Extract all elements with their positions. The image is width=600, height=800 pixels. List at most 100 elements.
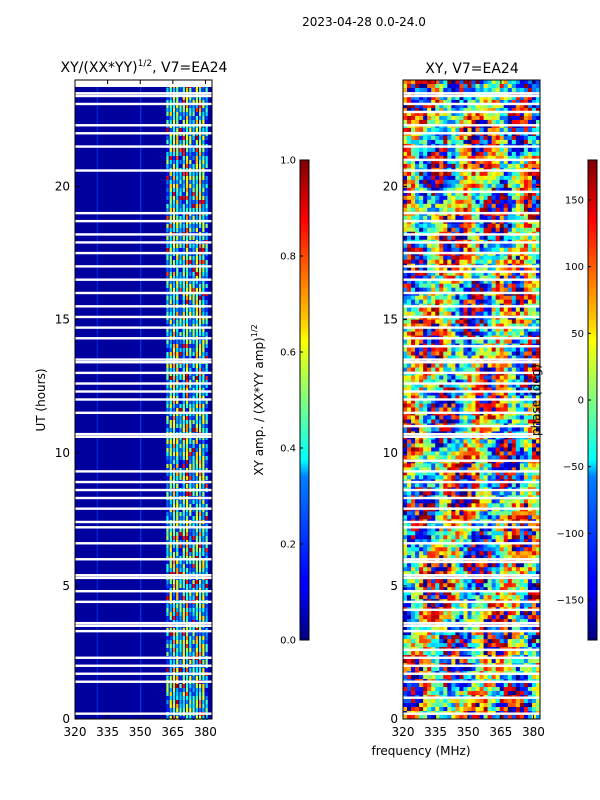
phase-heat-cell [455, 119, 460, 125]
amp-heat-cell [192, 184, 195, 188]
phase-heat-cell [443, 107, 448, 113]
amp-heat-cell [176, 276, 179, 280]
phase-heat-cell [423, 295, 428, 300]
phase-heat-cell [463, 103, 468, 109]
amp-flag-gap [75, 470, 212, 473]
amp-heat-cell [179, 376, 182, 380]
amp-heat-cell [179, 116, 182, 120]
amp-heat-cell [192, 416, 195, 420]
phase-heat-cell [491, 323, 496, 328]
amp-heat-cell [182, 448, 185, 452]
phase-heat-cell [507, 307, 513, 312]
amp-heat-cell [202, 468, 205, 472]
phase-heat-cell [439, 323, 444, 328]
phase-heat-cell [431, 147, 436, 153]
phase-heat-cell [439, 215, 444, 221]
amp-heat-cell [166, 644, 169, 648]
phase-heat-cell [487, 255, 492, 261]
phase-heat-cell [479, 191, 484, 197]
phase-heat-cell [471, 159, 476, 165]
phase-heat-cell [475, 83, 480, 89]
amp-heat-cell [182, 540, 185, 544]
amp-heat-cell [202, 444, 205, 448]
amp-heat-cell [185, 532, 189, 536]
amp-heat-cell [182, 516, 185, 520]
phase-heat-cell [491, 119, 496, 125]
phase-heat-cell [507, 111, 513, 117]
amp-heat-cell [198, 688, 202, 692]
amp-heat-cell [169, 504, 172, 508]
phase-heat-cell [459, 247, 464, 253]
phase-heat-cell [487, 391, 492, 396]
phase-heat-cell [419, 171, 424, 177]
amp-heat-cell [202, 484, 205, 488]
phase-heat-cell [407, 311, 412, 316]
amp-heat-cell [172, 704, 176, 708]
phase-heat-cell [459, 275, 464, 280]
phase-heat-cell [403, 327, 408, 332]
phase-heat-cell [487, 339, 492, 344]
phase-heat-cell [499, 387, 505, 392]
amp-heat-cell [182, 504, 185, 508]
amp-heat-cell [172, 476, 176, 480]
phase-heat-cell [487, 111, 492, 117]
phase-heat-cell [423, 383, 428, 388]
phase-heat-cell [523, 199, 529, 205]
phase-heat-cell [415, 403, 420, 408]
amp-heat-cell [172, 564, 176, 568]
phase-heat-cell [527, 319, 533, 324]
amp-heat-cell [205, 504, 208, 508]
phase-heat-cell [531, 327, 537, 332]
phase-heat-cell [515, 347, 521, 352]
phase-heat-cell [467, 355, 472, 360]
amp-heat-cell [189, 540, 192, 544]
phase-heat-cell [403, 355, 408, 360]
phase-heat-cell [423, 175, 428, 181]
phase-heat-cell [531, 351, 537, 356]
amp-heat-cell [172, 608, 176, 612]
phase-heat-cell [499, 95, 505, 101]
amp-heat-cell [169, 332, 172, 336]
amp-heat-cell [205, 560, 208, 564]
phase-heat-cell [511, 119, 517, 125]
phase-heat-cell [435, 379, 440, 384]
amp-heat-cell [166, 384, 169, 388]
phase-heat-cell [531, 227, 537, 233]
amp-heat-cell [202, 400, 205, 404]
amp-heat-cell [205, 88, 208, 92]
phase-heat-cell [519, 271, 525, 276]
phase-heat-cell [507, 379, 513, 384]
phase-heat-cell [527, 227, 533, 233]
amp-heat-cell [192, 128, 195, 132]
phase-heat-cell [451, 99, 456, 105]
phase-heat-cell [447, 139, 452, 145]
phase-heat-cell [459, 103, 464, 109]
phase-heat-cell [443, 95, 448, 101]
phase-heat-cell [475, 115, 480, 121]
phase-heat-cell [463, 267, 468, 272]
amp-heat-cell [176, 540, 179, 544]
phase-heat-cell [435, 311, 440, 316]
phase-heat-cell [479, 271, 484, 276]
phase-heat-cell [455, 387, 460, 392]
phase-heat-cell [451, 379, 456, 384]
amp-heat-cell [182, 312, 185, 316]
phase-heat-cell [423, 271, 428, 276]
phase-heat-cell [423, 223, 428, 229]
phase-heat-cell [479, 347, 484, 352]
amp-heat-cell [198, 260, 202, 264]
amp-heat-cell [185, 460, 189, 464]
phase-heat-cell [499, 127, 505, 133]
phase-heat-cell [407, 279, 412, 284]
phase-heat-cell [435, 399, 440, 404]
phase-heat-cell [447, 327, 452, 332]
phase-heat-cell [523, 191, 529, 197]
phase-heat-cell [467, 83, 472, 89]
phase-heat-cell [455, 207, 460, 213]
phase-heat-cell [483, 339, 488, 344]
phase-heat-cell [487, 311, 492, 316]
amp-heat-cell [192, 508, 195, 512]
phase-heat-cell [499, 99, 505, 105]
amp-heat-cell [192, 164, 195, 168]
phase-heat-cell [439, 223, 444, 229]
